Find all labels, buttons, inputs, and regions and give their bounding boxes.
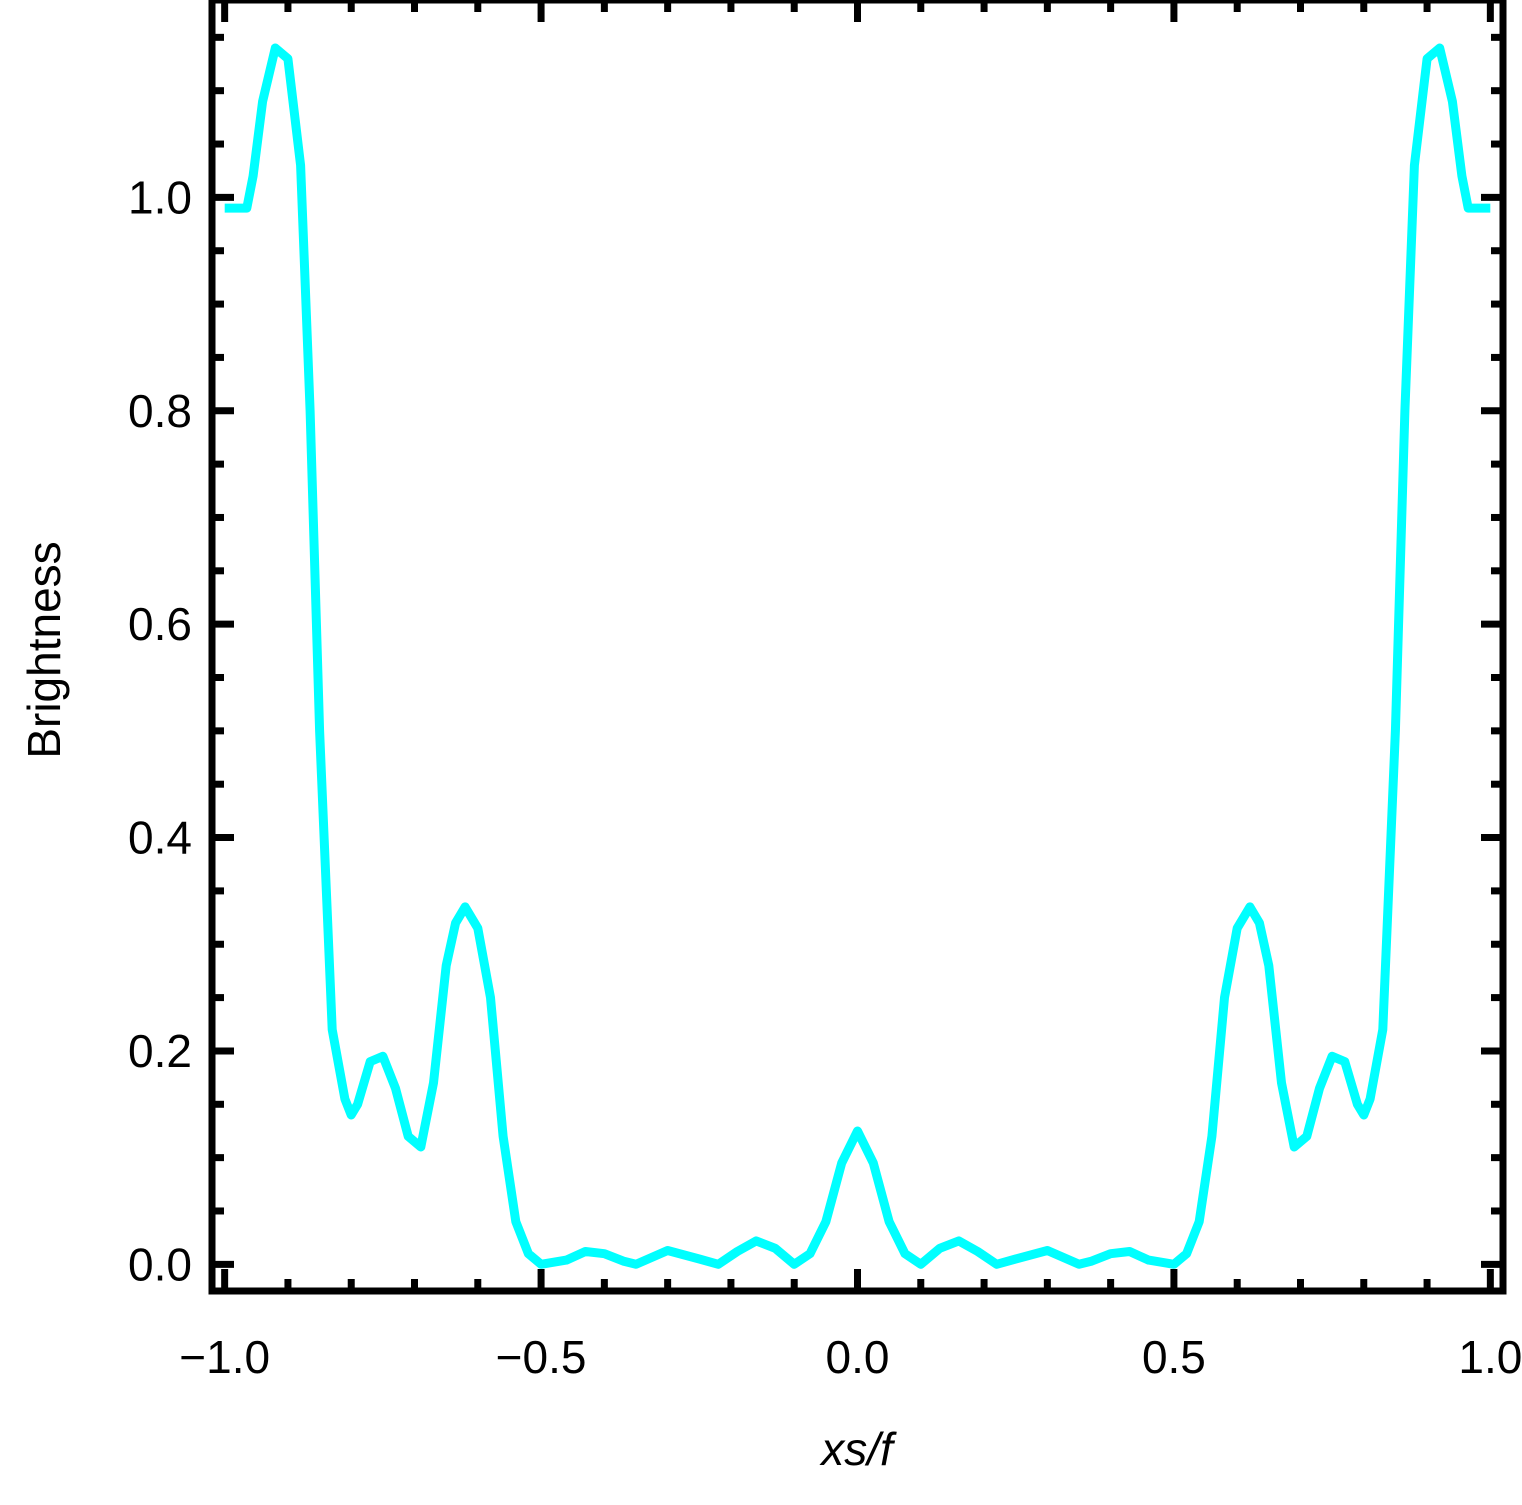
x-tick-label: 1.0: [1458, 1331, 1522, 1383]
x-tick-label: −1.0: [179, 1331, 270, 1383]
brightness-series-line: [224, 43, 1491, 1269]
y-tick-label: 1.0: [128, 171, 192, 223]
y-tick-label: 0.8: [128, 385, 192, 437]
plot-frame: [208, 0, 1507, 1295]
y-tick-label: 0.6: [128, 598, 192, 650]
x-tick-label: −0.5: [496, 1331, 587, 1383]
y-tick-label: 0.0: [128, 1238, 192, 1290]
x-tick-label: 0.5: [1142, 1331, 1206, 1383]
y-tick-label: 0.2: [128, 1025, 192, 1077]
tick-labels: −1.0 −0.5 0.0 0.5 1.0 0.0 0.2 0.4 0.6 0.8 1.0: [128, 171, 1522, 1383]
y-tick-label: 0.4: [128, 812, 192, 864]
x-tick-label: 0.0: [826, 1331, 890, 1383]
y-axis-label: Brightness: [18, 541, 70, 758]
x-axis-label: xs/f: [819, 1423, 897, 1475]
